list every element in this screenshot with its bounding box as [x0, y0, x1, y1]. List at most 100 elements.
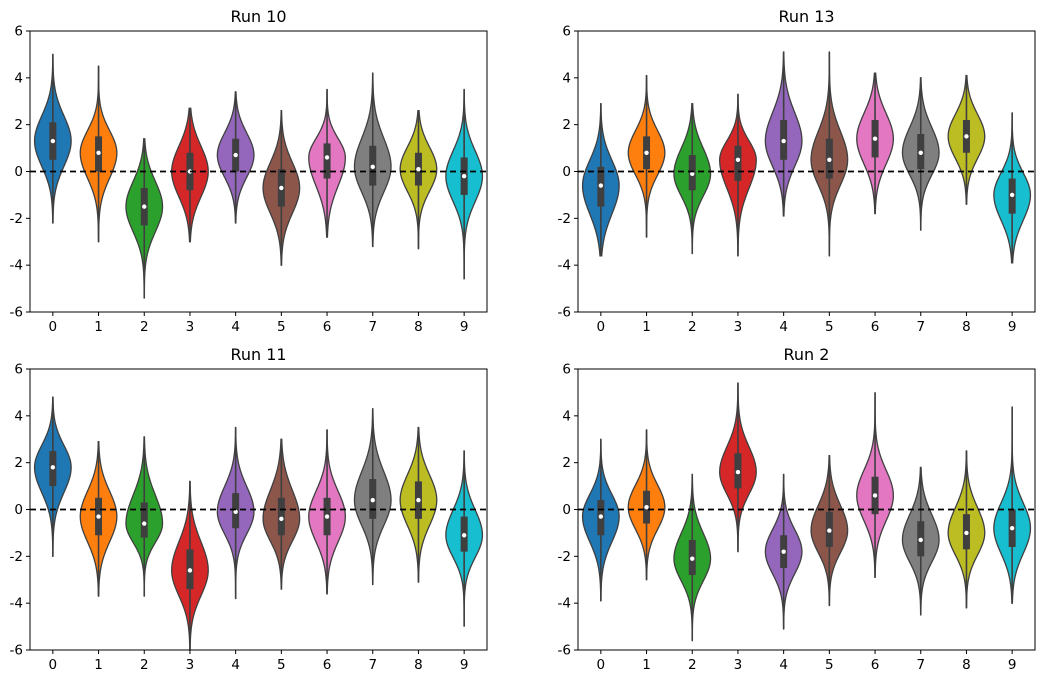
- x-tick-label: 1: [642, 657, 651, 673]
- x-tick-label: 3: [734, 319, 743, 335]
- y-tick-label: 2: [562, 455, 571, 471]
- violin-median-5: [279, 516, 284, 522]
- violin-median-1: [644, 150, 649, 155]
- violin-iqr-box-3: [734, 145, 742, 181]
- x-tick-label: 8: [414, 319, 423, 335]
- y-tick-label: 0: [14, 164, 23, 180]
- violin-median-5: [827, 157, 832, 162]
- violin-median-8: [964, 530, 969, 536]
- violin-median-9: [1009, 526, 1015, 531]
- violin-median-9: [1009, 192, 1015, 198]
- x-tick-label: 0: [597, 657, 606, 673]
- y-tick-label: 6: [14, 24, 23, 40]
- y-tick-label: -6: [10, 305, 23, 321]
- x-tick-label: 4: [231, 319, 240, 335]
- x-tick-label: 4: [231, 657, 240, 673]
- chart-title: Run 13: [778, 7, 834, 26]
- x-tick-label: 7: [916, 319, 925, 335]
- violin-median-3: [735, 157, 741, 162]
- violin-median-2: [142, 521, 147, 526]
- y-tick-label: -4: [10, 596, 23, 612]
- y-tick-label: 4: [14, 70, 23, 86]
- x-tick-label: 6: [871, 319, 880, 335]
- chart-title: Run 11: [230, 345, 286, 364]
- x-tick-label: 9: [460, 657, 469, 673]
- y-tick-label: -4: [10, 258, 23, 274]
- y-tick-label: 6: [14, 362, 23, 378]
- violin-median-9: [461, 173, 467, 179]
- x-tick-label: 2: [688, 657, 697, 673]
- x-tick-label: 6: [323, 319, 332, 335]
- violin-median-7: [918, 150, 923, 155]
- x-tick-label: 9: [1008, 319, 1017, 335]
- x-tick-label: 0: [49, 319, 58, 335]
- violin-median-8: [416, 497, 421, 503]
- y-tick-label: -2: [10, 211, 23, 227]
- violin-median-1: [96, 150, 101, 155]
- violin-median-6: [872, 136, 878, 141]
- x-tick-label: 9: [460, 319, 469, 335]
- violin-median-8: [964, 134, 969, 139]
- x-tick-label: 5: [825, 319, 834, 335]
- x-tick-label: 2: [140, 319, 149, 335]
- violin-median-4: [233, 509, 238, 515]
- y-tick-label: 6: [562, 24, 571, 40]
- y-tick-label: 2: [14, 117, 23, 133]
- violin-median-0: [50, 138, 56, 144]
- y-tick-label: -2: [10, 549, 23, 565]
- panel-run-11: Run 11 6 4 2 0 -2 -4 -6 0 1 2 3 4 5 6 7 8 9: [10, 345, 488, 673]
- violin-median-3: [187, 568, 193, 573]
- y-tick-label: 2: [14, 455, 23, 471]
- x-tick-label: 9: [1008, 657, 1017, 673]
- y-tick-label: 4: [562, 70, 571, 86]
- panel-run-13: Run 13 6 4 2 0 -2 -4 -6 0 1 2 3 4 5 6 7 8 9: [558, 7, 1036, 335]
- y-tick-label: 6: [562, 362, 571, 378]
- x-tick-label: 1: [94, 319, 103, 335]
- y-tick-label: -2: [558, 211, 571, 227]
- violin-median-4: [781, 549, 786, 554]
- x-tick-label: 6: [323, 657, 332, 673]
- violin-iqr-box-2: [140, 502, 148, 538]
- x-tick-label: 5: [277, 657, 286, 673]
- violin-median-2: [142, 204, 147, 209]
- y-tick-label: -2: [558, 549, 571, 565]
- y-tick-label: 4: [562, 408, 571, 424]
- x-tick-label: 4: [779, 319, 788, 335]
- x-tick-label: 0: [49, 657, 58, 673]
- violin-median-1: [644, 504, 649, 510]
- y-tick-label: -4: [558, 596, 571, 612]
- violin-median-6: [324, 514, 330, 519]
- y-tick-label: -6: [10, 643, 23, 659]
- x-tick-label: 3: [186, 319, 195, 335]
- x-tick-label: 7: [368, 657, 377, 673]
- violin-median-1: [96, 514, 101, 519]
- violin-median-7: [918, 537, 923, 543]
- violin-median-7: [370, 497, 375, 503]
- x-tick-label: 2: [140, 657, 149, 673]
- y-tick-label: -6: [558, 305, 571, 321]
- x-tick-label: 8: [962, 657, 971, 673]
- x-tick-label: 0: [597, 319, 606, 335]
- violin-median-3: [187, 169, 193, 174]
- violin-median-4: [233, 152, 238, 158]
- x-tick-label: 3: [186, 657, 195, 673]
- violin-median-3: [735, 469, 741, 475]
- y-tick-label: -6: [558, 643, 571, 659]
- x-tick-label: 1: [94, 657, 103, 673]
- x-tick-label: 8: [962, 319, 971, 335]
- x-tick-label: 2: [688, 319, 697, 335]
- y-tick-label: 0: [562, 164, 571, 180]
- violin-median-0: [598, 514, 604, 519]
- y-tick-label: 2: [562, 117, 571, 133]
- violin-median-6: [324, 155, 330, 160]
- violin-median-4: [781, 138, 786, 144]
- y-tick-label: 0: [14, 502, 23, 518]
- violin-median-0: [598, 183, 604, 188]
- violin-iqr-box-5: [277, 497, 285, 536]
- panel-run-10: Run 10 6 4 2 0 -2 -4 -6 0 1 2 3 4 5 6 7 8 9: [10, 7, 488, 335]
- x-tick-label: 5: [825, 657, 834, 673]
- x-tick-label: 7: [916, 657, 925, 673]
- violin-median-2: [690, 171, 695, 177]
- x-tick-label: 4: [779, 657, 788, 673]
- violin-median-2: [690, 556, 695, 561]
